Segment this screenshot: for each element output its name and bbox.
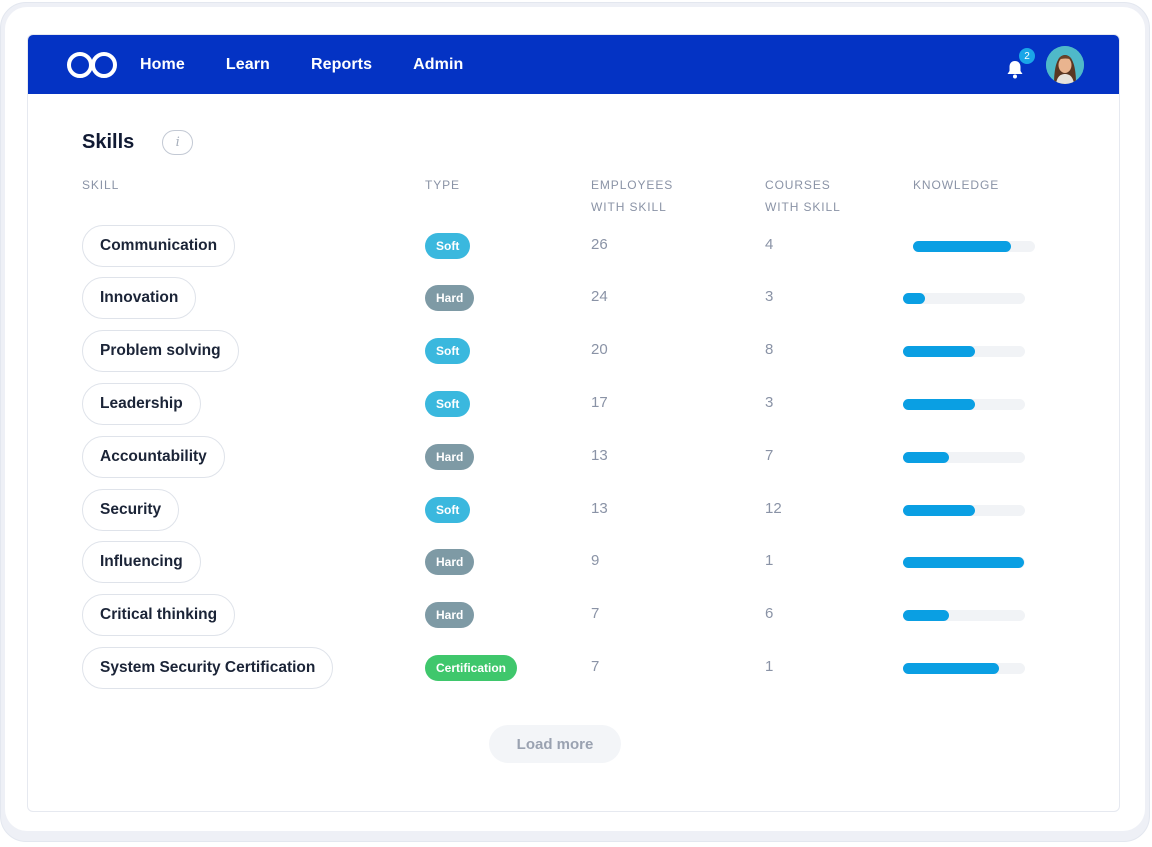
- knowledge-bar-fill: [913, 241, 1011, 252]
- nav-item-home[interactable]: Home: [140, 55, 185, 73]
- load-more-button[interactable]: Load more: [489, 725, 621, 763]
- employees-count: 9: [591, 552, 600, 569]
- skill-name-pill[interactable]: Problem solving: [82, 330, 239, 372]
- table-row: System Security Certification Certificat…: [28, 647, 1119, 691]
- page-title: Skills: [82, 131, 135, 153]
- courses-count: 4: [765, 236, 774, 253]
- knowledge-bar-fill: [903, 663, 1000, 674]
- skill-name-pill[interactable]: System Security Certification: [82, 647, 334, 689]
- table-row: Problem solving Soft 20 8: [28, 330, 1119, 374]
- table-row: Communication Soft 26 4: [28, 225, 1119, 269]
- notification-count-badge: 2: [1018, 47, 1036, 65]
- knowledge-bar: [903, 663, 1025, 674]
- knowledge-bar: [913, 241, 1035, 252]
- type-badge: Hard: [425, 549, 475, 575]
- table-row: Security Soft 13 12: [28, 489, 1119, 533]
- knowledge-bar: [903, 505, 1025, 516]
- type-badge: Soft: [425, 391, 471, 417]
- knowledge-bar: [903, 346, 1025, 357]
- knowledge-bar-fill: [903, 610, 950, 621]
- courses-count: 1: [765, 552, 774, 569]
- avatar-image: [1046, 46, 1084, 84]
- knowledge-bar: [903, 399, 1025, 410]
- knowledge-bar-fill: [903, 399, 975, 410]
- skill-name-pill[interactable]: Security: [82, 489, 180, 531]
- nav-item-reports[interactable]: Reports: [310, 55, 373, 73]
- type-badge: Hard: [425, 444, 475, 470]
- skill-name-pill[interactable]: Influencing: [82, 541, 201, 583]
- knowledge-bar-fill: [903, 293, 925, 304]
- skill-name-pill[interactable]: Innovation: [82, 277, 197, 319]
- column-header-courses-line1: COURSES: [765, 178, 831, 192]
- info-icon[interactable]: i: [162, 130, 194, 155]
- skill-name-pill[interactable]: Critical thinking: [82, 594, 236, 636]
- knowledge-bar: [903, 293, 1025, 304]
- nav-item-learn[interactable]: Learn: [225, 55, 270, 73]
- avatar[interactable]: [1046, 46, 1084, 84]
- employees-count: 13: [591, 500, 608, 517]
- employees-count: 17: [591, 394, 608, 411]
- column-header-courses: COURSES WITH SKILL: [765, 174, 841, 218]
- bell-icon[interactable]: [1004, 58, 1026, 80]
- knowledge-bar-fill: [903, 505, 975, 516]
- type-badge: Soft: [425, 497, 471, 523]
- table-row: Innovation Hard 24 3: [28, 277, 1119, 321]
- column-header-type: TYPE: [425, 178, 460, 192]
- employees-count: 13: [591, 447, 608, 464]
- knowledge-bar: [903, 610, 1025, 621]
- employees-count: 20: [591, 341, 608, 358]
- knowledge-bar: [903, 557, 1025, 568]
- knowledge-bar: [903, 452, 1025, 463]
- table-row: Accountability Hard 13 7: [28, 436, 1119, 480]
- column-header-skill: SKILL: [82, 178, 120, 192]
- courses-count: 12: [765, 500, 782, 517]
- column-header-employees: EMPLOYEES WITH SKILL: [591, 174, 673, 218]
- nav-item-admin[interactable]: Admin: [413, 55, 464, 73]
- skill-name-pill[interactable]: Accountability: [82, 436, 225, 478]
- knowledge-bar-fill: [903, 346, 975, 357]
- courses-count: 1: [765, 658, 774, 675]
- employees-count: 24: [591, 288, 608, 305]
- employees-count: 7: [591, 658, 600, 675]
- page-title-row: Skills i: [82, 130, 194, 155]
- column-header-knowledge: KNOWLEDGE: [913, 178, 1000, 192]
- type-badge: Hard: [425, 602, 475, 628]
- top-nav-bar: Home Learn Reports Admin 2: [28, 35, 1119, 94]
- table-row: Leadership Soft 17 3: [28, 383, 1119, 427]
- knowledge-bar-fill: [903, 452, 950, 463]
- skill-name-pill[interactable]: Communication: [82, 225, 236, 267]
- courses-count: 3: [765, 288, 774, 305]
- type-badge: Soft: [425, 338, 471, 364]
- type-badge: Hard: [425, 285, 475, 311]
- type-badge: Certification: [425, 655, 518, 681]
- logo-icon[interactable]: [66, 51, 118, 79]
- type-badge: Soft: [425, 233, 471, 259]
- nav-links: Home Learn Reports Admin: [140, 35, 504, 94]
- column-header-employees-line2: WITH SKILL: [591, 200, 667, 214]
- skill-name-pill[interactable]: Leadership: [82, 383, 201, 425]
- table-row: Critical thinking Hard 7 6: [28, 594, 1119, 638]
- employees-count: 26: [591, 236, 608, 253]
- employees-count: 7: [591, 605, 600, 622]
- courses-count: 6: [765, 605, 774, 622]
- column-header-employees-line1: EMPLOYEES: [591, 178, 674, 192]
- table-row: Influencing Hard 9 1: [28, 541, 1119, 585]
- courses-count: 8: [765, 341, 774, 358]
- app-window: Home Learn Reports Admin 2 Skills i SKIL…: [27, 34, 1120, 812]
- courses-count: 3: [765, 394, 774, 411]
- knowledge-bar-fill: [903, 557, 1024, 568]
- column-header-courses-line2: WITH SKILL: [765, 200, 841, 214]
- courses-count: 7: [765, 447, 774, 464]
